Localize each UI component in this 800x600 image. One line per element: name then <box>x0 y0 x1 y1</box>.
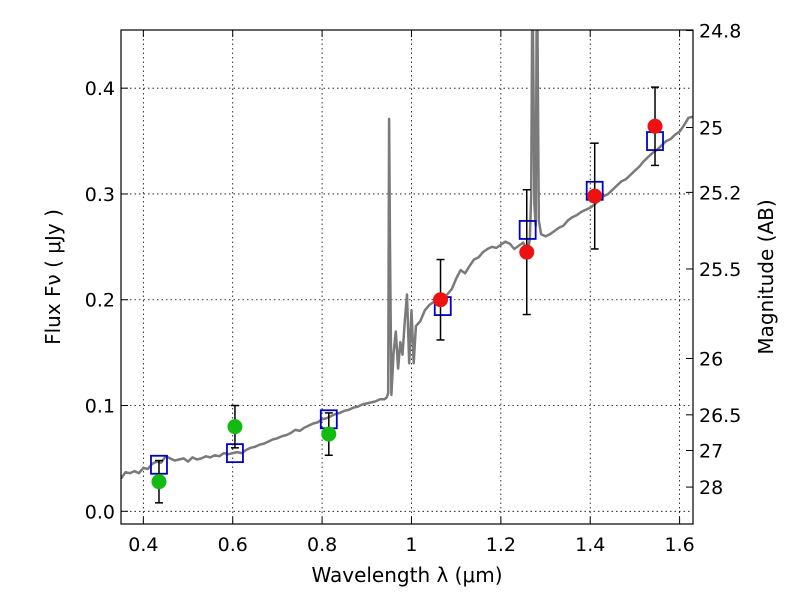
model-point-square <box>518 220 537 240</box>
y-axis-title: Flux Fν ( μJy ) <box>41 209 65 345</box>
x-tick-label: 0.8 <box>307 534 337 556</box>
data-point <box>587 188 603 204</box>
right-tick-label: 26.5 <box>699 405 741 427</box>
data-point <box>227 419 243 435</box>
right-tick-label: 28 <box>699 477 723 499</box>
x-tick-label: 1 <box>405 534 417 556</box>
data-point <box>519 244 535 260</box>
y-tick-label: 0.2 <box>85 290 115 312</box>
x-tick-label: 0.6 <box>218 534 248 556</box>
x-tick-label: 1.2 <box>486 534 516 556</box>
spectrum-line <box>121 30 693 480</box>
x-tick-label: 1.4 <box>575 534 605 556</box>
axes: 0.4 0.6 0.8 1 1.2 1.4 1.6 0.0 0.1 0.2 0.3 0.4 24.8 25… <box>85 21 742 556</box>
y-right-axis-title: Magnitude (AB) <box>754 199 778 354</box>
y-tick-label: 0.4 <box>85 78 115 100</box>
right-tick-label: 26 <box>699 348 723 370</box>
right-tick-label: 25 <box>699 118 723 140</box>
data-point <box>151 474 167 490</box>
data-series <box>121 30 693 504</box>
x-tick-label: 1.6 <box>664 534 694 556</box>
grid <box>121 30 693 524</box>
right-tick-label: 25.5 <box>699 259 741 281</box>
x-tick-label: 0.4 <box>128 534 158 556</box>
x-axis-title: Wavelength λ (μm) <box>311 563 502 587</box>
data-point <box>433 292 449 308</box>
y-tick-label: 0.3 <box>85 184 115 206</box>
y-tick-label: 0.0 <box>85 501 115 523</box>
right-tick-label: 27 <box>699 440 723 462</box>
y-tick-label: 0.1 <box>85 396 115 418</box>
right-tick-label: 24.8 <box>699 21 741 43</box>
right-tick-label: 25.2 <box>699 182 741 204</box>
data-point <box>647 118 663 134</box>
data-point <box>321 426 337 442</box>
plot-frame <box>120 29 694 525</box>
